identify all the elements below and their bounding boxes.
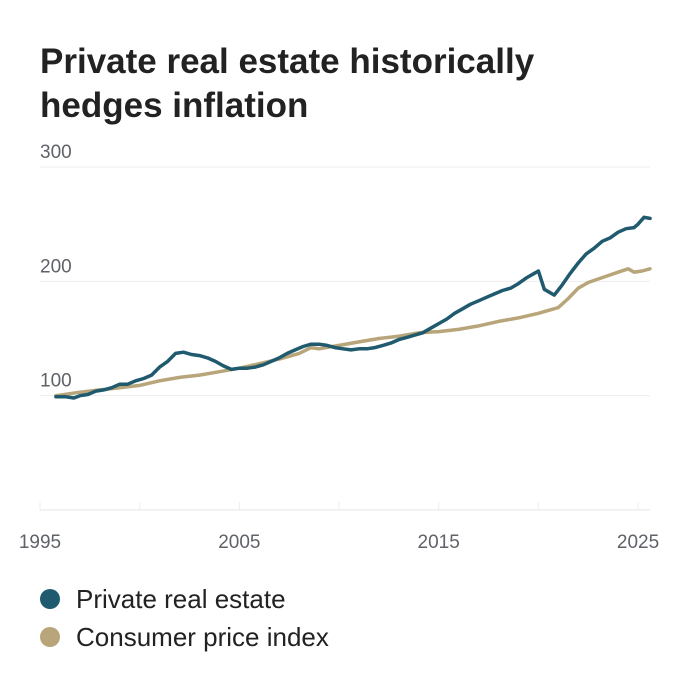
x-tick-label: 2005 [218,532,260,553]
legend: Private real estate Consumer price index [40,580,329,656]
legend-item-consumer-price-index: Consumer price index [40,618,329,656]
y-axis-ticks: 100 200 300 [40,142,72,392]
x-axis-ticks: 1995 2005 2015 2025 [19,532,659,553]
x-tick-label: 2025 [617,532,659,553]
x-tick-label: 1995 [19,532,61,553]
series-lines [54,215,652,400]
y-tick-label: 200 [40,256,72,277]
y-tick-label: 100 [40,371,72,392]
legend-label-consumer-price-index: Consumer price index [76,621,329,652]
x-tick-label: 2015 [418,532,460,553]
y-tick-label: 300 [40,142,72,163]
series-line-consumer-price-index [54,267,652,398]
chart-title: Private real estate historically hedges … [40,42,535,125]
legend-label-private-real-estate: Private real estate [76,583,286,614]
legend-item-private-real-estate: Private real estate [40,580,329,618]
legend-swatch-private-real-estate [40,589,60,609]
series-line-private-real-estate [54,215,652,400]
gridlines [39,166,650,511]
legend-swatch-consumer-price-index [40,627,60,647]
line-chart: 100 200 300 1995 2005 2015 2025 [19,142,659,553]
